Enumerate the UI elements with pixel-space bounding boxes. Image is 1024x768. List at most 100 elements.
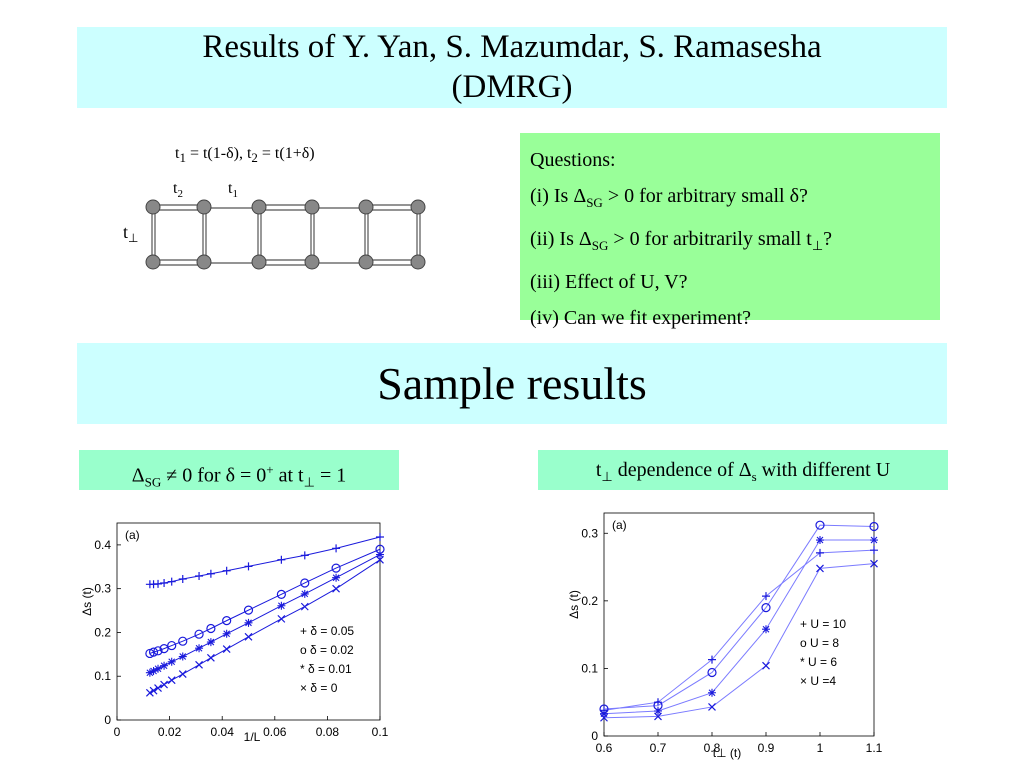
x-tick-label: 0.04 [211,725,235,739]
data-point [167,640,177,651]
data-point [178,670,187,678]
data-point [300,602,309,611]
series [145,544,385,659]
question-4: (iv) Can we fit experiment? [530,307,752,329]
data-point [167,577,176,586]
data-point [178,652,187,661]
data-point [300,578,310,588]
data-point [222,645,231,654]
x-tick-label: 0.1 [372,725,389,739]
data-point [332,584,341,593]
data-point [206,653,215,662]
slide-title-line2: (DMRG) [451,69,573,105]
data-point [149,686,158,695]
chart-left: 0 0.02 0.04 0.06 0.08 0.1 0 0.1 0.2 0.3 0.4 (a) 1/L Δ… [80,522,389,744]
data-point [222,566,231,575]
data-point [277,555,286,564]
series-line [603,539,874,715]
data-point [815,520,825,530]
data-point [243,605,254,615]
slide-title-line1: Results of Y. Yan, S. Mazumdar, S. Ramas… [202,29,822,65]
series-line [603,524,875,710]
y-axis-label: Δs (t) [80,587,94,616]
ladder-label-t2: t2 [173,180,183,200]
x-axis-label: 1/L [244,730,261,744]
data-point [600,709,608,718]
legend-entry: + δ = 0.05 [300,624,354,638]
data-point [276,589,286,599]
legend-entry: o U = 8 [800,636,839,650]
data-point [153,646,163,656]
legend-entry: × U =4 [800,674,836,688]
data-point [762,592,770,601]
data-point [222,616,232,626]
data-point [870,536,878,545]
data-point [160,661,169,670]
data-point [195,571,204,580]
data-point [816,548,824,557]
data-point [277,601,286,610]
data-point [331,563,341,573]
question-2: (ii) Is ΔSG > 0 for arbitrarily small t⊥… [530,228,833,253]
y-tick-label: 0 [104,713,111,727]
data-point [762,625,770,634]
question-3: (iii) Effect of U, V? [530,271,688,293]
data-point [145,668,154,677]
series [600,536,878,718]
y-tick-label: 0.3 [581,526,598,540]
data-point [600,713,608,722]
legend-entry: × δ = 0 [300,681,338,695]
data-point [707,667,717,678]
y-tick-label: 0.1 [94,669,111,683]
data-point [300,551,309,560]
ladder-bonds [151,204,421,266]
data-point [244,562,253,571]
legend-entry: * U = 6 [800,655,837,669]
data-point [244,632,253,641]
questions-box: Questions: (i) Is ΔSG > 0 for arbitrary … [520,133,940,329]
data-point [300,589,309,598]
y-tick-label: 0.4 [94,538,111,552]
legend-entry: + U = 10 [800,617,846,631]
data-point [376,555,384,564]
ladder-label-t1: t1 [228,180,238,200]
series [145,550,384,677]
y-tick-label: 0.3 [94,582,111,596]
data-point [816,536,824,545]
data-point [376,550,384,559]
data-point [761,603,771,613]
data-point [244,618,253,627]
caption-left: ΔSG ≠ 0 for δ = 0+ at t⊥ = 1 [79,450,399,490]
series [599,520,879,714]
data-point [222,629,231,638]
data-point [154,579,163,588]
x-tick-label: 0.08 [316,725,340,739]
x-tick-label: 0.06 [263,725,287,739]
x-tick-label: 0.8 [704,741,721,755]
data-point [277,614,286,623]
data-point [708,703,716,711]
data-point [159,644,169,654]
data-point [654,706,662,715]
data-point [149,666,158,675]
chart-right: 0.6 0.7 0.8 0.9 1 1.1 0 0.1 0.2 0.3 (a) t⊥ (t) Δs (t… [567,512,883,760]
data-point [145,688,154,697]
data-point [332,573,341,582]
series [145,533,384,589]
section-title: Sample results [77,343,947,424]
ladder-diagram: t2 t1 t⊥ [123,180,426,270]
data-point [816,564,824,573]
series [600,559,878,722]
y-axis-label: Δs (t) [567,590,581,619]
y-tick-label: 0 [591,729,598,743]
panel-label: (a) [125,528,140,542]
legend-entry: o δ = 0.02 [300,643,354,657]
y-tick-label: 0.2 [94,625,111,639]
data-point [178,575,187,584]
data-point [178,636,188,646]
x-tick-label: 0.6 [596,741,613,755]
data-point [148,647,159,657]
ladder-sites [145,199,426,270]
data-point [870,546,878,555]
x-tick-label: 1.1 [866,741,883,755]
